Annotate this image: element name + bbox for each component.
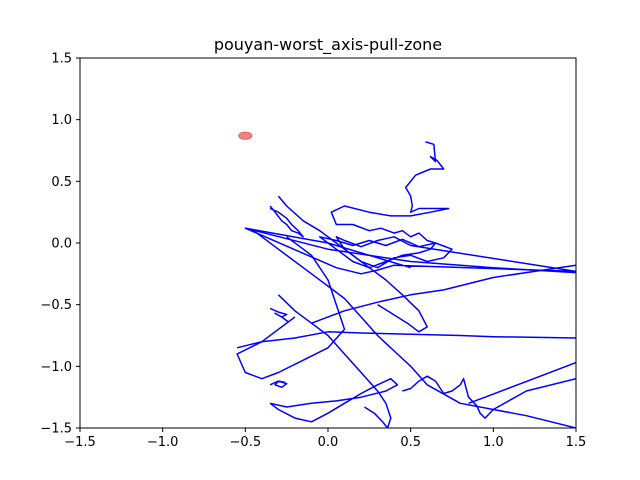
x-tick-label: 0.0 bbox=[318, 435, 339, 450]
trajectory-line-10 bbox=[402, 375, 576, 419]
trajectory-line-5 bbox=[236, 236, 346, 380]
y-tick-label: −1.0 bbox=[40, 360, 72, 375]
trajectory-line-8 bbox=[311, 264, 576, 324]
trajectory-line-14 bbox=[269, 205, 304, 238]
trajectory-line-3 bbox=[253, 230, 576, 428]
target-marker-1 bbox=[238, 131, 253, 140]
y-tick-label: −0.5 bbox=[40, 298, 72, 313]
trajectory-line-7 bbox=[236, 331, 576, 349]
x-tick-label: −1.5 bbox=[64, 435, 96, 450]
x-tick-label: 1.0 bbox=[483, 435, 504, 450]
x-tick-label: 0.5 bbox=[400, 435, 421, 450]
trajectory-line-12 bbox=[269, 380, 288, 389]
trajectory-line-9 bbox=[269, 377, 399, 423]
y-tick-label: 1.5 bbox=[51, 52, 72, 67]
y-tick-label: 0.5 bbox=[51, 175, 72, 190]
chart-title: pouyan-worst_axis-pull-zone bbox=[214, 35, 442, 55]
y-tick-label: 1.0 bbox=[51, 113, 72, 128]
y-axis: −1.5 −1.0 −0.5 0.0 0.5 1.0 1.5 bbox=[40, 52, 80, 437]
y-tick-label: 0.0 bbox=[51, 237, 72, 252]
trajectory-line-4 bbox=[277, 195, 428, 333]
trajectory-line-13 bbox=[269, 307, 289, 323]
plot-area bbox=[236, 131, 576, 428]
x-tick-label: −0.5 bbox=[230, 435, 262, 450]
x-tick-label: −1.0 bbox=[147, 435, 179, 450]
x-tick-label: 1.5 bbox=[566, 435, 587, 450]
trajectory-line-11 bbox=[468, 361, 576, 405]
y-tick-label: −1.5 bbox=[40, 422, 72, 437]
trajectory-line-2 bbox=[245, 227, 576, 274]
x-axis: −1.5 −1.0 −0.5 0.0 0.5 1.0 1.5 bbox=[64, 428, 586, 450]
